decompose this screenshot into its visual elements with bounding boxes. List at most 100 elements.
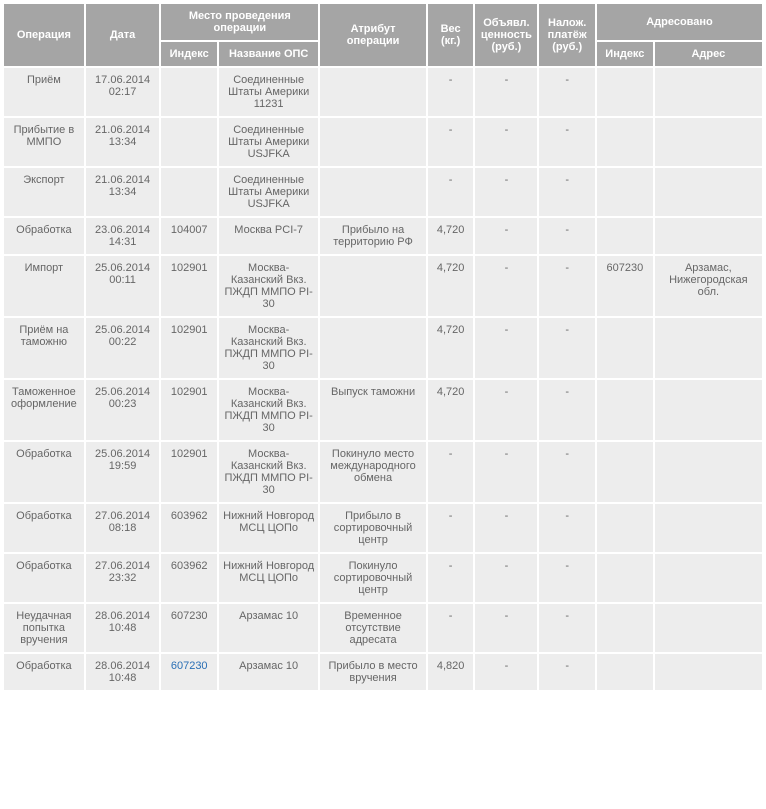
cell-attribute: Прибыло в сортировочный центр: [320, 504, 426, 552]
th-dest-addr: Адрес: [655, 42, 762, 66]
cell-cod: -: [539, 118, 595, 166]
cell-operation: Обработка: [4, 442, 84, 502]
cell-ops-name: Соединенные Штаты Америки 11231: [219, 68, 318, 116]
cell-dest-addr: [655, 380, 762, 440]
cell-ops-name: Москва PCI-7: [219, 218, 318, 254]
cell-dest-addr: [655, 654, 762, 690]
cell-operation: Импорт: [4, 256, 84, 316]
cell-cod: -: [539, 256, 595, 316]
cell-index: [161, 168, 217, 216]
cell-dest-index: [597, 218, 653, 254]
table-row: Обработка23.06.2014 14:31104007Москва PC…: [4, 218, 762, 254]
cell-date: 27.06.2014 08:18: [86, 504, 160, 552]
th-addressed-group: Адресовано: [597, 4, 762, 40]
th-weight: Вес (кг.): [428, 4, 474, 66]
cell-dest-index: 607230: [597, 256, 653, 316]
cell-index: 102901: [161, 318, 217, 378]
table-header: Операция Дата Место проведения операции …: [4, 4, 762, 66]
cell-index: 102901: [161, 256, 217, 316]
cell-weight: -: [428, 442, 474, 502]
cell-operation: Обработка: [4, 504, 84, 552]
th-ops-name: Название ОПС: [219, 42, 318, 66]
cell-attribute: [320, 68, 426, 116]
cell-cod: -: [539, 168, 595, 216]
cell-declared-value: -: [475, 256, 537, 316]
cell-ops-name: Арзамас 10: [219, 604, 318, 652]
cell-operation: Приём на таможню: [4, 318, 84, 378]
cell-dest-addr: [655, 318, 762, 378]
cell-date: 25.06.2014 00:11: [86, 256, 160, 316]
cell-attribute: [320, 318, 426, 378]
cell-dest-index: [597, 318, 653, 378]
cell-operation: Обработка: [4, 218, 84, 254]
cell-attribute: Прибыло в место вручения: [320, 654, 426, 690]
cell-index: [161, 68, 217, 116]
cell-dest-addr: [655, 218, 762, 254]
cell-date: 21.06.2014 13:34: [86, 168, 160, 216]
cell-date: 25.06.2014 19:59: [86, 442, 160, 502]
cell-cod: -: [539, 68, 595, 116]
th-place-group: Место проведения операции: [161, 4, 318, 40]
cell-attribute: Прибыло на территорию РФ: [320, 218, 426, 254]
cell-dest-index: [597, 654, 653, 690]
cell-dest-addr: [655, 68, 762, 116]
cell-declared-value: -: [475, 118, 537, 166]
cell-operation: Экспорт: [4, 168, 84, 216]
cell-dest-index: [597, 380, 653, 440]
cell-attribute: Временное отсутствие адресата: [320, 604, 426, 652]
cell-date: 28.06.2014 10:48: [86, 604, 160, 652]
cell-ops-name: Соединенные Штаты Америки USJFKA: [219, 118, 318, 166]
cell-index: 603962: [161, 504, 217, 552]
cell-declared-value: -: [475, 604, 537, 652]
cell-weight: -: [428, 68, 474, 116]
table-row: Импорт25.06.2014 00:11102901Москва-Казан…: [4, 256, 762, 316]
cell-date: 21.06.2014 13:34: [86, 118, 160, 166]
th-dest-index: Индекс: [597, 42, 653, 66]
cell-weight: 4,720: [428, 380, 474, 440]
cell-attribute: [320, 118, 426, 166]
th-cod: Налож. платёж (руб.): [539, 4, 595, 66]
cell-weight: -: [428, 118, 474, 166]
cell-cod: -: [539, 218, 595, 254]
table-row: Обработка27.06.2014 08:18603962Нижний Но…: [4, 504, 762, 552]
cell-declared-value: -: [475, 168, 537, 216]
cell-index[interactable]: 607230: [161, 654, 217, 690]
th-attribute: Атрибут операции: [320, 4, 426, 66]
table-row: Таможенное оформление25.06.2014 00:23102…: [4, 380, 762, 440]
table-row: Экспорт21.06.2014 13:34Соединенные Штаты…: [4, 168, 762, 216]
table-row: Неудачная попытка вручения28.06.2014 10:…: [4, 604, 762, 652]
cell-cod: -: [539, 604, 595, 652]
cell-dest-index: [597, 504, 653, 552]
cell-index: 607230: [161, 604, 217, 652]
cell-dest-index: [597, 168, 653, 216]
cell-cod: -: [539, 554, 595, 602]
cell-ops-name: Москва-Казанский Вкз. ПЖДП ММПО PI-30: [219, 318, 318, 378]
cell-declared-value: -: [475, 504, 537, 552]
cell-dest-index: [597, 68, 653, 116]
cell-dest-index: [597, 554, 653, 602]
cell-operation: Таможенное оформление: [4, 380, 84, 440]
cell-cod: -: [539, 654, 595, 690]
cell-dest-index: [597, 118, 653, 166]
cell-declared-value: -: [475, 554, 537, 602]
cell-operation: Приём: [4, 68, 84, 116]
cell-declared-value: -: [475, 380, 537, 440]
cell-attribute: [320, 168, 426, 216]
table-row: Прибытие в ММПО21.06.2014 13:34Соединенн…: [4, 118, 762, 166]
cell-declared-value: -: [475, 318, 537, 378]
cell-date: 25.06.2014 00:22: [86, 318, 160, 378]
cell-ops-name: Москва-Казанский Вкз. ПЖДП ММПО PI-30: [219, 442, 318, 502]
table-row: Обработка25.06.2014 19:59102901Москва-Ка…: [4, 442, 762, 502]
cell-date: 27.06.2014 23:32: [86, 554, 160, 602]
cell-weight: 4,720: [428, 318, 474, 378]
cell-date: 25.06.2014 00:23: [86, 380, 160, 440]
cell-declared-value: -: [475, 654, 537, 690]
cell-weight: -: [428, 604, 474, 652]
cell-date: 23.06.2014 14:31: [86, 218, 160, 254]
cell-operation: Обработка: [4, 554, 84, 602]
cell-dest-addr: Арзамас, Нижегородская обл.: [655, 256, 762, 316]
cell-index: 104007: [161, 218, 217, 254]
cell-dest-index: [597, 442, 653, 502]
cell-dest-index: [597, 604, 653, 652]
table-row: Обработка28.06.2014 10:48607230Арзамас 1…: [4, 654, 762, 690]
